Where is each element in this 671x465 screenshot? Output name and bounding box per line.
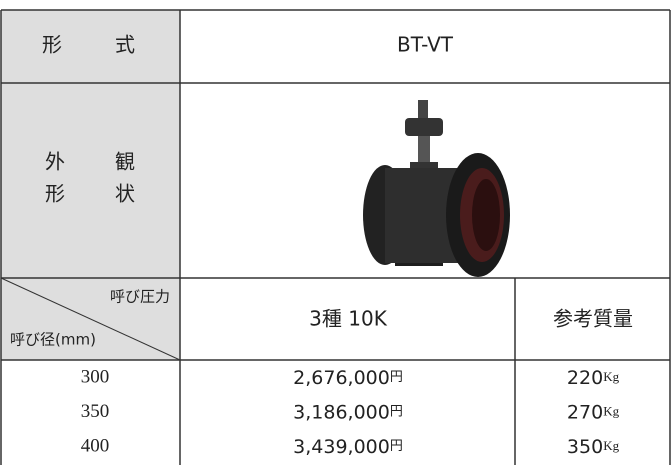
valve-image: [363, 100, 510, 277]
weight-value: 220: [567, 367, 603, 389]
weight-unit: Kg: [603, 369, 619, 384]
header-diameter: 呼び径(mm): [10, 331, 96, 349]
model: BT-VT: [397, 33, 454, 57]
label: 外: [45, 150, 65, 174]
price-value: 3,186,000: [293, 401, 390, 423]
header-class: 3種 10K: [309, 307, 388, 331]
diagonal: [0, 277, 181, 361]
header-column: [1, 10, 180, 360]
price-value: 3,439,000: [293, 436, 390, 458]
weight-unit: Kg: [603, 438, 619, 453]
label: 状: [115, 182, 135, 206]
price: 2,676,000円: [293, 367, 403, 389]
price-unit: 円: [390, 438, 403, 453]
label: 形: [42, 33, 62, 57]
price-value: 2,676,000: [293, 367, 390, 389]
label: 観: [115, 150, 135, 174]
size: 350: [81, 401, 110, 422]
price-unit: 円: [390, 403, 403, 418]
price-unit: 円: [390, 369, 403, 384]
price: 3,186,000円: [293, 401, 403, 423]
header-pressure: 呼び圧力: [110, 288, 170, 306]
weight: 220Kg: [567, 367, 620, 389]
weight-unit: Kg: [603, 403, 619, 418]
label: 式: [115, 33, 135, 57]
weight-value: 350: [567, 436, 603, 458]
header-weight: 参考質量: [553, 307, 633, 331]
size: 300: [81, 366, 110, 387]
weight-value: 270: [567, 401, 603, 423]
weight: 350Kg: [567, 436, 620, 458]
price: 3,439,000円: [293, 436, 403, 458]
weight: 270Kg: [567, 401, 620, 423]
label: 形: [45, 182, 65, 206]
size: 400: [81, 435, 110, 456]
